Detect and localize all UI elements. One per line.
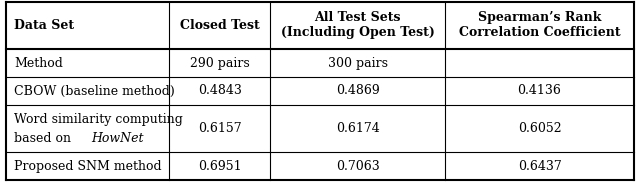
Text: 300 pairs: 300 pairs: [328, 57, 388, 70]
Text: Spearman’s Rank
Correlation Coefficient: Spearman’s Rank Correlation Coefficient: [459, 11, 620, 39]
Text: 0.6951: 0.6951: [198, 160, 241, 173]
Text: 0.6174: 0.6174: [336, 122, 380, 135]
Text: Proposed SNM method: Proposed SNM method: [14, 160, 161, 173]
Text: 0.6052: 0.6052: [518, 122, 561, 135]
Text: 0.6157: 0.6157: [198, 122, 241, 135]
Text: 0.4869: 0.4869: [336, 84, 380, 98]
Text: Closed Test: Closed Test: [180, 19, 260, 32]
Text: All Test Sets
(Including Open Test): All Test Sets (Including Open Test): [281, 11, 435, 39]
Text: 290 pairs: 290 pairs: [190, 57, 250, 70]
Text: 0.4136: 0.4136: [518, 84, 561, 98]
Text: 0.6437: 0.6437: [518, 160, 561, 173]
Text: Word similarity computing: Word similarity computing: [14, 113, 183, 126]
Text: HowNet: HowNet: [91, 132, 143, 145]
Text: CBOW (baseline method): CBOW (baseline method): [14, 84, 175, 98]
Text: Method: Method: [14, 57, 63, 70]
Text: Data Set: Data Set: [14, 19, 74, 32]
Text: 0.4843: 0.4843: [198, 84, 241, 98]
Text: based on: based on: [14, 132, 75, 145]
Text: 0.7063: 0.7063: [336, 160, 380, 173]
